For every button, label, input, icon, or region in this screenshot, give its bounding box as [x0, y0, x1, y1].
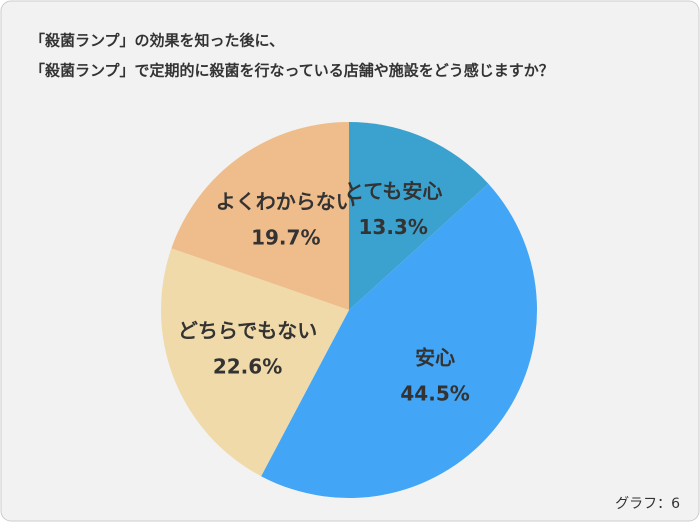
value-label: 13.3%	[359, 215, 428, 239]
slice-label: 安心	[415, 345, 455, 369]
pie-slice	[161, 248, 349, 477]
pie-slice	[261, 183, 537, 498]
value-label: 19.7%	[251, 226, 320, 250]
chart-title: 「殺菌ランプ」の効果を知った後に、	[30, 32, 284, 50]
annotation: グラフ：6	[615, 496, 680, 512]
value-label: 22.6%	[213, 354, 282, 378]
pie-slice	[171, 122, 349, 310]
value-label: 44.5%	[400, 381, 469, 405]
pie-slice	[349, 122, 489, 310]
slice-label: よくわからない	[216, 190, 356, 214]
chart-title: 「殺菌ランプ」で定期的に殺菌を行なっている店舗や施設をどう感じますか？	[30, 62, 554, 80]
slice-label: どちらでもない	[178, 318, 317, 342]
slice-label: とても安心	[344, 179, 442, 203]
